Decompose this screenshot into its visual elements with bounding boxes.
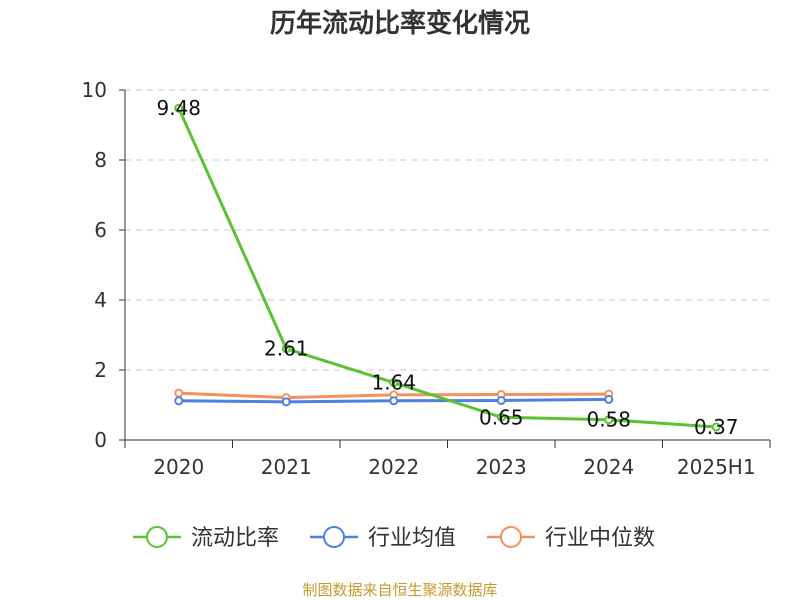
x-tick-label: 2023: [476, 455, 527, 479]
legend-item-2: 行业中位数: [487, 526, 655, 551]
series-point-2: [174, 388, 184, 398]
series-layer: [174, 103, 721, 432]
legend-label: 行业均值: [368, 526, 456, 551]
chart-title: 历年流动比率变化情况: [270, 8, 530, 39]
series-point-1: [281, 397, 291, 407]
data-label: 0.37: [694, 415, 739, 439]
legend-item-0: 流动比率: [133, 526, 279, 551]
x-tick-label: 2021: [261, 455, 312, 479]
y-tick-label: 0: [94, 428, 107, 452]
footer-source: 制图数据来自恒生聚源数据库: [302, 581, 497, 599]
y-tick-label: 8: [94, 148, 107, 172]
series-point-0: [604, 415, 614, 425]
x-tick-label: 2020: [153, 455, 204, 479]
legend-item-1: 行业均值: [310, 526, 456, 551]
series-point-1: [496, 395, 506, 405]
legend-swatch-marker: [500, 526, 522, 548]
series-line-0: [177, 107, 717, 429]
data-label: 2.61: [264, 337, 309, 361]
x-tick-label: 2024: [583, 455, 634, 479]
legend-label: 流动比率: [191, 526, 279, 551]
legend: 流动比率 行业均值 行业中位数: [133, 526, 655, 551]
gridlines: [125, 89, 770, 371]
data-labels: 9.48 2.61 1.64 0.65 0.58 0.37: [156, 96, 738, 439]
y-tick-label: 4: [94, 288, 107, 312]
series-point-0: [281, 344, 291, 354]
x-tick-label: 2025H1: [677, 455, 756, 479]
data-label: 0.58: [586, 408, 631, 432]
data-label: 0.65: [479, 405, 524, 429]
axes: 0 2 4 6 8 10 2020 2021 2022 2023 2024 2025H1: [82, 78, 771, 479]
legend-swatch-marker: [146, 526, 168, 548]
series-point-0: [389, 378, 399, 388]
y-tick-label: 10: [82, 78, 107, 102]
y-tick-label: 2: [94, 358, 107, 382]
series-point-1: [174, 396, 184, 406]
series-point-0: [174, 103, 184, 113]
series-point-0: [711, 422, 721, 432]
series-point-1: [389, 396, 399, 406]
y-tick-label: 6: [94, 218, 107, 242]
series-point-1: [604, 394, 614, 404]
data-label: 1.64: [371, 371, 416, 395]
legend-label: 行业中位数: [545, 526, 655, 551]
data-label: 9.48: [156, 96, 201, 120]
legend-swatch-marker: [323, 526, 345, 548]
series-point-0: [496, 412, 506, 422]
x-tick-label: 2022: [368, 455, 419, 479]
